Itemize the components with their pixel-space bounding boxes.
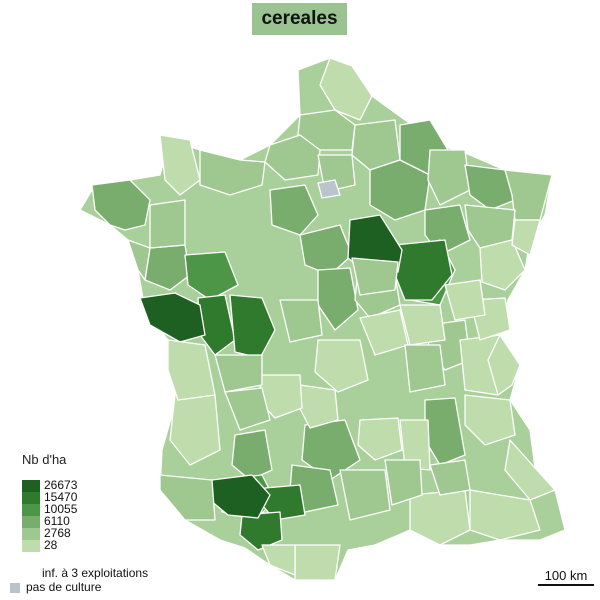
legend-item: 28 <box>22 538 222 552</box>
dept-pyrenees-orientales <box>294 544 341 581</box>
legend-no-culture-label: pas de culture <box>26 580 102 594</box>
map-title: cereales <box>261 8 338 29</box>
legend-low-count: inf. à 3 exploitations <box>22 566 148 580</box>
dept-eure-et-loir <box>269 184 319 236</box>
scale-bar: 100 km <box>538 568 594 586</box>
legend: 26673 15470 10055 6110 2768 28 <box>22 478 222 552</box>
dept-calvados <box>199 149 266 196</box>
legend-label: 10055 <box>44 502 78 516</box>
legend-label: 26673 <box>44 478 78 492</box>
dept-loiret <box>299 224 353 276</box>
dept-ille-et-vilaine <box>149 199 186 249</box>
legend-label: 2768 <box>44 526 71 540</box>
legend-no-culture-swatch <box>10 582 20 593</box>
dept-hautes-alpes <box>464 394 516 446</box>
dept-nord <box>319 57 373 121</box>
dept-cher <box>317 267 359 331</box>
dept-pyrenees-atlantiques <box>159 474 216 521</box>
dept-haut-rhin <box>511 219 541 256</box>
dept-var <box>469 489 541 541</box>
legend-low-count-label: inf. à 3 exploitations <box>42 566 149 580</box>
legend-item: 6110 <box>22 514 222 528</box>
legend-title: Nb d'ha <box>22 452 67 467</box>
dept-meuse <box>427 149 471 206</box>
dept-somme <box>264 134 321 181</box>
dept-charente <box>214 354 263 393</box>
dept-saone-et-loire <box>399 304 446 346</box>
dept-jura <box>444 279 486 321</box>
dept-yonne <box>351 257 399 296</box>
legend-swatch <box>22 540 40 552</box>
dept-vaucluse <box>429 459 471 496</box>
dept-sarthe <box>184 251 239 301</box>
dept-ardeche <box>399 419 431 471</box>
dept-rhone <box>404 344 446 393</box>
dept-puy-de-dome <box>314 339 369 393</box>
dept-finistere <box>91 179 151 231</box>
dept-gard <box>384 459 423 506</box>
dept-savoie <box>487 334 521 396</box>
dept-manche <box>159 134 201 196</box>
legend-label: 15470 <box>44 490 78 504</box>
legend-swatch <box>22 480 40 492</box>
legend-swatch <box>22 516 40 528</box>
legend-item: 26673 <box>22 478 222 492</box>
dept-gironde <box>167 339 216 401</box>
legend-label: 28 <box>44 538 58 552</box>
legend-swatch <box>22 528 40 540</box>
dept-vienne <box>229 294 276 359</box>
legend-label: 6110 <box>44 514 70 528</box>
legend-swatch <box>22 492 40 504</box>
dept-alpes-maritimes <box>504 439 556 501</box>
dept-ile-de-france <box>317 179 341 199</box>
dept-moselle <box>464 164 516 211</box>
dept-loire-atlantique <box>127 239 151 281</box>
legend-item: 10055 <box>22 502 222 516</box>
legend-swatch <box>22 504 40 516</box>
dept-indre <box>279 299 323 343</box>
dept-lozere <box>357 417 403 461</box>
map-title-box: cereales <box>252 3 347 35</box>
dept-herault <box>339 469 391 521</box>
legend-item: 2768 <box>22 526 222 540</box>
dept-doubs <box>479 239 526 291</box>
dept-dordogne <box>224 387 271 431</box>
legend-no-culture: pas de culture <box>10 580 101 594</box>
legend-item: 15470 <box>22 490 222 504</box>
dept-ariege <box>261 544 296 576</box>
legend-low-count-swatch <box>22 568 36 579</box>
dept-vendee <box>139 292 206 343</box>
